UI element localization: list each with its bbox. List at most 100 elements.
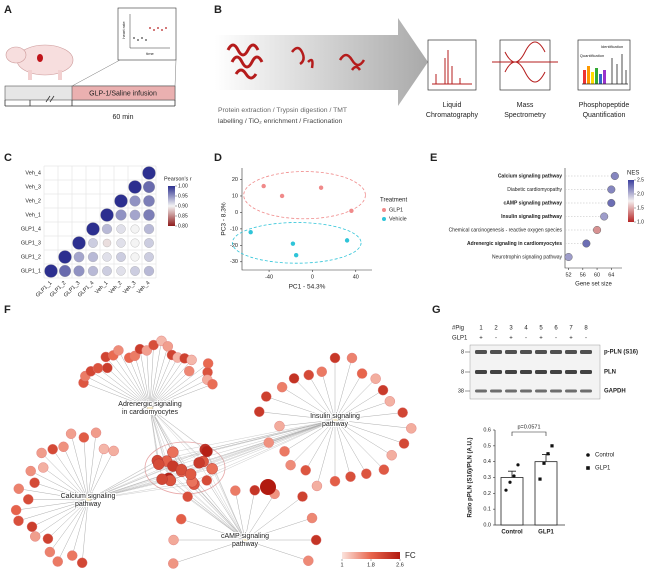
edge [18, 499, 89, 522]
inset-dot [165, 27, 167, 29]
gene-node [386, 450, 397, 461]
edge [43, 467, 89, 501]
treatment-sign: - [555, 336, 557, 342]
correlation-dot [130, 238, 140, 248]
gene-node [78, 432, 90, 443]
gene-node [168, 558, 179, 569]
gene-node [254, 406, 265, 417]
edge [244, 496, 303, 541]
bar [534, 461, 558, 526]
protein [226, 43, 264, 80]
gene-node [92, 362, 104, 374]
edge [41, 452, 89, 501]
pig-number: 8 [584, 326, 588, 332]
legend-title: Pearson's r [164, 176, 192, 182]
edge [149, 407, 159, 465]
edge [97, 368, 151, 409]
edge [293, 378, 336, 421]
band-label: p-PLN (S16) [604, 350, 638, 356]
inset-label: Identification [601, 44, 623, 49]
pathway-node [146, 404, 154, 412]
gene-node [167, 446, 179, 458]
gene-node [356, 368, 368, 379]
stage-label: Spectrometry [504, 112, 546, 119]
bar-icon [599, 74, 602, 84]
edge [149, 358, 185, 409]
bar-icon [591, 72, 594, 84]
gene-node [156, 473, 168, 485]
gene-node [260, 479, 276, 495]
pathway-label: Adrenergic signaling [118, 401, 182, 408]
inset-dot [133, 37, 135, 39]
edge [87, 464, 159, 501]
correlation-dot [129, 209, 141, 221]
gene-node [274, 420, 285, 432]
category-label: Neurotrophin signaling pathway [492, 254, 563, 260]
gene-node [153, 458, 165, 470]
row-label: GLP1_4 [21, 226, 41, 232]
row-label: GLP1_2 [21, 254, 41, 260]
confidence-ellipse [243, 171, 366, 220]
pathway-node [331, 416, 339, 424]
gene-set-dot [582, 239, 591, 248]
edge [118, 350, 151, 409]
gene-node [44, 546, 56, 558]
pathway-label: cAMP signaling [221, 533, 269, 540]
row-label: Veh_3 [25, 184, 41, 190]
y-tick-label: 10 [232, 193, 238, 199]
edge [87, 480, 171, 501]
gene-node [311, 480, 323, 492]
category-label: Calcium signaling pathway [498, 173, 562, 179]
legend-title: FC [405, 551, 416, 560]
pig-number: 4 [524, 326, 528, 332]
gene-node [23, 494, 34, 505]
band [565, 370, 577, 374]
legend-label: Control [595, 453, 614, 459]
gene-node [303, 555, 314, 566]
pca-point [349, 208, 354, 213]
gene-node [297, 491, 308, 502]
edge [206, 419, 336, 452]
edge [87, 478, 169, 501]
spectrum-icon [582, 54, 628, 85]
edge [334, 419, 351, 477]
gene-node [300, 465, 311, 476]
treatment-sign: + [509, 336, 513, 342]
edge [316, 419, 336, 486]
column-label: Veh_3 [122, 280, 137, 295]
bar-icon [603, 70, 606, 84]
pca-point [290, 241, 296, 246]
x-tick-label: 56 [580, 272, 586, 278]
gene-node [184, 365, 195, 377]
edge [172, 466, 246, 541]
edge [168, 419, 336, 479]
edge [181, 518, 246, 541]
band [505, 389, 517, 393]
edge [321, 371, 336, 421]
band [490, 370, 502, 374]
gene-node [98, 443, 110, 455]
x-axis-label: Gene set size [575, 282, 612, 288]
edge [87, 484, 195, 501]
edge [87, 481, 193, 501]
correlation-dot [73, 265, 85, 277]
band-label: PLN [604, 370, 616, 376]
stage-label: Chromatography [426, 112, 479, 119]
edge [87, 449, 206, 501]
edge [30, 470, 89, 501]
correlation-dot [144, 238, 154, 248]
pathway-label: in cardiomyocytes [122, 409, 179, 416]
edge [187, 496, 246, 541]
x-tick-label: -40 [265, 274, 273, 280]
ms-box [499, 39, 551, 91]
gene-node [193, 457, 205, 469]
phosphopeptides [338, 53, 366, 71]
edge [34, 482, 89, 501]
edge [334, 401, 390, 421]
pca-point [261, 183, 266, 189]
treatment-sign: + [479, 336, 483, 342]
band [520, 370, 532, 374]
gene-node [26, 521, 38, 532]
edge [334, 419, 385, 470]
pathway-node [241, 536, 249, 544]
